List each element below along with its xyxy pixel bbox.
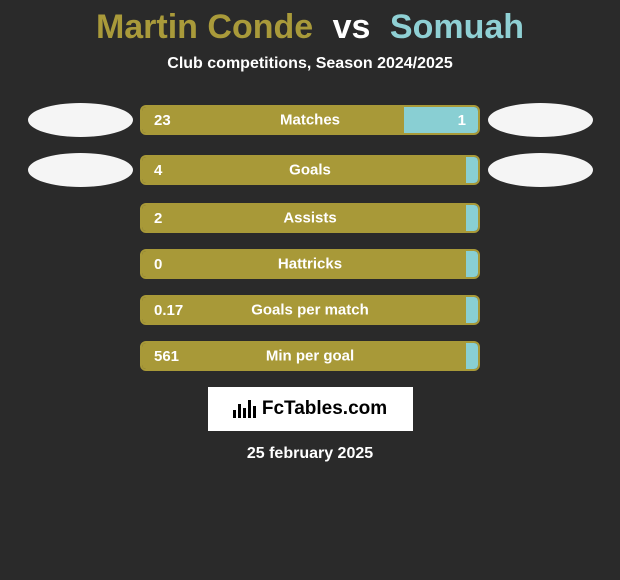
stat-row: 561Min per goal [0,341,620,371]
team-badge-icon [28,103,133,137]
stat-row: 231Matches [0,103,620,137]
bar-chart-icon [233,400,256,418]
left-value: 561 [154,348,179,365]
team-badge-icon [28,153,133,187]
stat-row: 4Goals [0,153,620,187]
stat-bar: 0.17Goals per match [140,295,480,325]
comparison-title: Martin Conde vs Somuah [0,0,620,47]
bar-left-segment: 0 [142,251,466,277]
fctables-logo: FcTables.com [208,387,413,431]
stat-bar: 4Goals [140,155,480,185]
bar-right-segment [466,157,478,183]
left-badge-slot [20,153,140,187]
left-badge-slot [20,103,140,137]
left-value: 23 [154,112,171,129]
stats-container: 231Matches4Goals2Assists0Hattricks0.17Go… [0,103,620,371]
stat-bar: 0Hattricks [140,249,480,279]
right-badge-slot [480,103,600,137]
bar-left-segment: 561 [142,343,466,369]
bar-right-segment [466,205,478,231]
right-value: 1 [458,112,466,129]
stat-bar: 231Matches [140,105,480,135]
bar-right-segment: 1 [404,107,478,133]
bar-left-segment: 4 [142,157,466,183]
logo-text: FcTables.com [262,398,387,420]
stat-bar: 2Assists [140,203,480,233]
team-badge-icon [488,153,593,187]
right-badge-slot [480,153,600,187]
bar-left-segment: 0.17 [142,297,466,323]
bar-right-segment [466,343,478,369]
stat-row: 2Assists [0,203,620,233]
left-value: 4 [154,162,162,179]
subtitle: Club competitions, Season 2024/2025 [0,55,620,73]
left-value: 0.17 [154,302,183,319]
bar-right-segment [466,251,478,277]
stat-row: 0.17Goals per match [0,295,620,325]
left-value: 0 [154,256,162,273]
date-text: 25 february 2025 [0,445,620,463]
vs-text: vs [333,8,371,46]
bar-left-segment: 2 [142,205,466,231]
bar-left-segment: 23 [142,107,404,133]
team-badge-icon [488,103,593,137]
player2-name: Somuah [390,8,524,46]
player1-name: Martin Conde [96,8,313,46]
left-value: 2 [154,210,162,227]
bar-right-segment [466,297,478,323]
stat-bar: 561Min per goal [140,341,480,371]
stat-row: 0Hattricks [0,249,620,279]
